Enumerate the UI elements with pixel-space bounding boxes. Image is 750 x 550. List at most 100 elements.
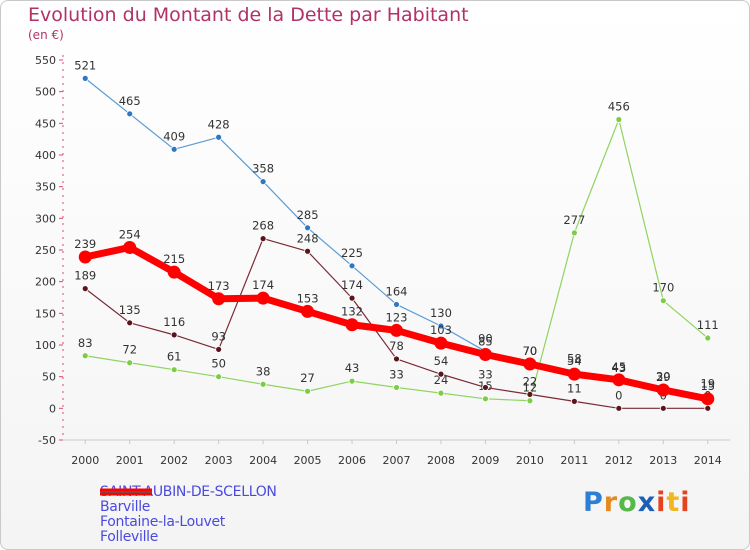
data-label-folleville: 116 xyxy=(163,315,185,329)
data-label-fontaine-la-louvet: 456 xyxy=(608,100,630,114)
data-point-saint-aubin-de-scellon xyxy=(212,292,226,306)
data-point-barville xyxy=(437,322,445,330)
data-label-saint-aubin-de-scellon: 173 xyxy=(208,279,230,293)
data-point-saint-aubin-de-scellon xyxy=(123,240,137,254)
x-tick-label: 2014 xyxy=(694,454,722,467)
data-point-folleville xyxy=(393,355,400,363)
y-tick-label: 0 xyxy=(49,402,56,415)
data-label-folleville: 22 xyxy=(523,374,538,388)
data-label-saint-aubin-de-scellon: 70 xyxy=(523,344,538,358)
data-label-fontaine-la-louvet: 43 xyxy=(345,361,360,375)
legend-label-barville: Barville xyxy=(100,498,151,515)
data-point-saint-aubin-de-scellon xyxy=(701,392,715,406)
data-label-saint-aubin-de-scellon: 132 xyxy=(341,305,363,319)
data-point-fontaine-la-louvet xyxy=(437,389,445,397)
data-label-barville: 58 xyxy=(567,352,582,366)
data-label-fontaine-la-louvet: 38 xyxy=(256,364,271,378)
data-label-barville: 358 xyxy=(252,162,274,176)
x-tick-label: 2008 xyxy=(427,454,455,467)
data-label-folleville: 11 xyxy=(567,381,582,395)
data-point-saint-aubin-de-scellon xyxy=(256,291,270,305)
legend-item-fontaine: Fontaine-la-Louvet xyxy=(100,491,277,530)
data-point-barville xyxy=(81,74,89,82)
data-point-folleville xyxy=(348,294,356,302)
data-point-saint-aubin-de-scellon xyxy=(523,357,537,371)
x-tick-label: 2002 xyxy=(160,454,188,467)
data-label-fontaine-la-louvet: 111 xyxy=(697,318,719,332)
data-point-folleville xyxy=(704,404,712,412)
data-label-saint-aubin-de-scellon: 174 xyxy=(252,278,274,292)
data-label-folleville: 93 xyxy=(211,329,226,343)
data-label-saint-aubin-de-scellon: 54 xyxy=(567,354,582,368)
data-label-folleville: 33 xyxy=(478,367,493,381)
data-point-saint-aubin-de-scellon xyxy=(656,383,670,397)
x-tick-label: 2003 xyxy=(205,454,233,467)
y-tick-label: 400 xyxy=(35,149,56,162)
data-point-saint-aubin-de-scellon xyxy=(167,265,181,279)
data-point-barville xyxy=(126,110,134,118)
x-tick-label: 2011 xyxy=(560,454,588,467)
data-label-fontaine-la-louvet: 33 xyxy=(389,367,404,381)
data-label-barville: 30 xyxy=(656,369,671,383)
y-tick-label: 150 xyxy=(35,307,56,320)
legend-label-fontaine: Fontaine-la-Louvet xyxy=(100,513,225,530)
data-label-saint-aubin-de-scellon: 153 xyxy=(297,291,319,305)
data-point-folleville xyxy=(170,331,178,339)
data-point-barville xyxy=(215,133,223,141)
data-point-fontaine-la-louvet xyxy=(704,334,712,342)
data-point-folleville xyxy=(304,247,311,255)
data-point-fontaine-la-louvet xyxy=(215,373,223,381)
data-label-barville: 465 xyxy=(119,94,141,108)
data-point-fontaine-la-louvet xyxy=(570,229,578,237)
data-label-barville: 285 xyxy=(297,208,319,222)
data-point-saint-aubin-de-scellon xyxy=(301,304,315,318)
data-point-fontaine-la-louvet xyxy=(348,377,356,385)
y-tick-label: 500 xyxy=(35,86,56,99)
data-point-saint-aubin-de-scellon xyxy=(434,336,448,350)
legend-swatch-folleville xyxy=(100,491,152,493)
data-label-barville: 90 xyxy=(478,331,493,345)
data-label-folleville: 135 xyxy=(119,303,141,317)
data-point-folleville xyxy=(526,390,534,398)
data-point-fontaine-la-louvet xyxy=(81,352,89,360)
data-label-fontaine-la-louvet: 83 xyxy=(78,336,93,350)
data-point-barville xyxy=(259,178,267,186)
data-point-fontaine-la-louvet xyxy=(393,384,400,391)
x-tick-label: 2009 xyxy=(471,454,499,467)
data-label-barville: 70 xyxy=(523,344,538,358)
data-label-barville: 43 xyxy=(612,361,627,375)
data-point-barville xyxy=(170,145,178,153)
data-point-fontaine-la-louvet xyxy=(304,387,311,395)
y-tick-label: 100 xyxy=(35,339,56,352)
y-tick-label: 200 xyxy=(35,276,56,289)
data-point-folleville xyxy=(659,404,667,412)
y-tick-label: 300 xyxy=(35,212,56,225)
chart-title: Evolution du Montant de la Dette par Hab… xyxy=(28,4,469,26)
x-tick-label: 2012 xyxy=(605,454,633,467)
data-point-folleville xyxy=(126,319,134,327)
data-point-folleville xyxy=(259,235,267,243)
y-tick-label: 350 xyxy=(35,181,56,194)
y-tick-label: -50 xyxy=(38,434,56,447)
data-label-folleville: 54 xyxy=(434,354,449,368)
legend-item-folleville: Folleville xyxy=(100,491,277,545)
data-label-fontaine-la-louvet: 24 xyxy=(434,373,449,387)
data-point-barville xyxy=(304,224,311,232)
data-point-barville xyxy=(393,301,400,308)
legend-item-barville: Barville xyxy=(100,491,277,515)
data-label-saint-aubin-de-scellon: 45 xyxy=(612,360,627,374)
x-tick-label: 2001 xyxy=(116,454,144,467)
x-tick-label: 2005 xyxy=(294,454,322,467)
data-point-saint-aubin-de-scellon xyxy=(567,367,581,381)
chart-unit: (en €) xyxy=(28,28,64,42)
data-label-saint-aubin-de-scellon: 254 xyxy=(119,227,141,241)
x-tick-label: 2000 xyxy=(71,454,99,467)
data-label-saint-aubin-de-scellon: 239 xyxy=(74,237,96,251)
data-label-fontaine-la-louvet: 277 xyxy=(563,213,585,227)
data-label-barville: 164 xyxy=(386,284,408,298)
x-tick-label: 2013 xyxy=(649,454,677,467)
data-point-saint-aubin-de-scellon xyxy=(612,373,626,387)
data-label-saint-aubin-de-scellon: 103 xyxy=(430,323,452,337)
data-label-folleville: 189 xyxy=(74,269,96,283)
